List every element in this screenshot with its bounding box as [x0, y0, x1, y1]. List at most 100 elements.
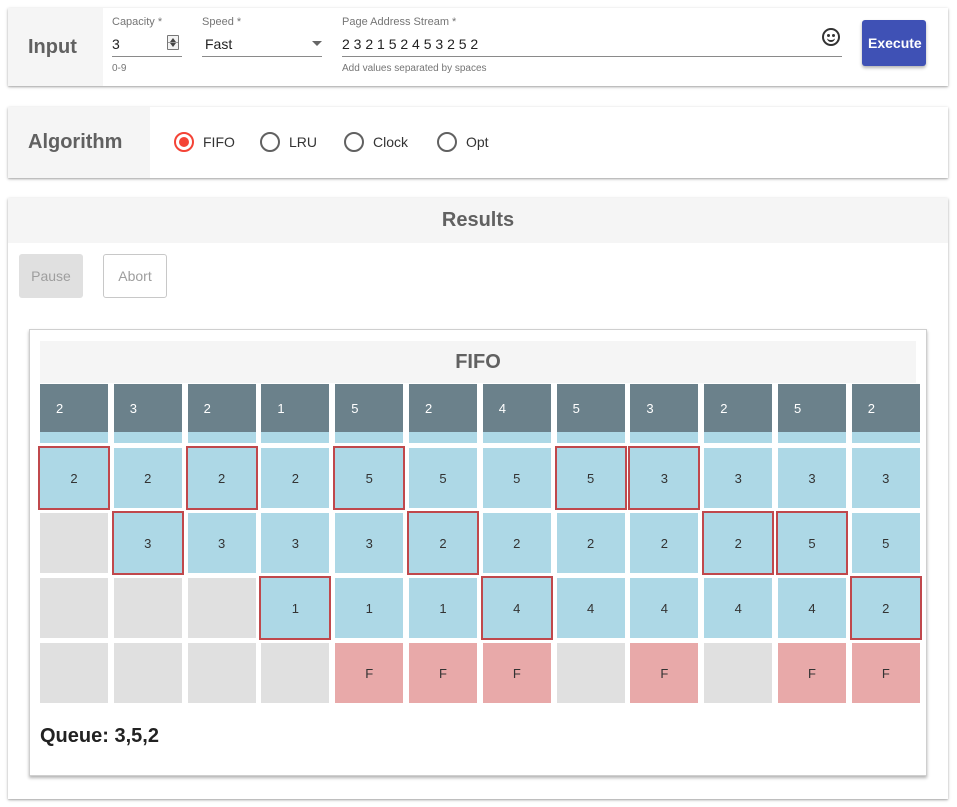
frame-cell-highlighted: 2 [702, 511, 775, 575]
abort-button[interactable]: Abort [103, 254, 167, 298]
frame-cell: 1 [409, 578, 477, 638]
frame-cell: 2 [556, 513, 625, 573]
frame-cell-highlighted: 1 [259, 576, 332, 640]
frame-cell: 3 [335, 513, 404, 573]
algorithm-panel: Algorithm FIFO LRU Clock Opt [8, 107, 948, 178]
radio-checked-icon[interactable] [174, 132, 194, 152]
frame-cell-highlighted: 3 [628, 446, 701, 510]
header-strip [778, 432, 846, 443]
page-fault-cell: F [851, 643, 920, 703]
header-strip [261, 432, 330, 443]
header-strip [40, 432, 108, 443]
frame-cell-empty [187, 578, 256, 638]
stream-header-cell: 4 [482, 384, 551, 432]
input-title: Input [8, 8, 103, 86]
radio-label: Clock [373, 134, 409, 150]
radio-fifo[interactable]: FIFO [174, 132, 235, 152]
frame-cell-highlighted: 5 [554, 446, 627, 510]
frame-cell: 4 [556, 578, 625, 638]
frame-cell-highlighted: 2 [849, 576, 922, 640]
stream-header-cell: 3 [113, 384, 182, 432]
execute-button[interactable]: Execute [862, 20, 926, 66]
frame-cell: 4 [630, 578, 699, 638]
frame-cell: 3 [851, 448, 920, 508]
header-strip [187, 432, 256, 443]
radio-unchecked-icon[interactable] [344, 132, 364, 152]
capacity-input[interactable]: 3 [112, 36, 120, 52]
header-strip [704, 432, 773, 443]
page-fault-cell: F [482, 643, 551, 703]
frame-cell: 4 [704, 578, 773, 638]
frame-cell-highlighted: 2 [407, 511, 479, 575]
radio-unchecked-icon[interactable] [260, 132, 280, 152]
frame-cell-empty [40, 578, 108, 638]
header-strip [556, 432, 625, 443]
chevron-down-icon[interactable] [312, 41, 322, 46]
no-fault-cell [187, 643, 256, 703]
header-strip [482, 432, 551, 443]
pause-button[interactable]: Pause [19, 254, 83, 298]
frame-cell: 2 [261, 448, 330, 508]
radio-label: Opt [466, 134, 489, 150]
frame-cell: 3 [187, 513, 256, 573]
stream-header-cell: 2 [704, 384, 773, 432]
frame-cell: 2 [113, 448, 182, 508]
capacity-underline [112, 56, 182, 57]
emoji-icon[interactable] [822, 28, 840, 46]
page-fault-cell: F [778, 643, 846, 703]
page-fault-cell: F [409, 643, 477, 703]
capacity-spinner[interactable] [167, 35, 179, 50]
radio-clock[interactable]: Clock [344, 132, 408, 152]
frame-cell: 5 [482, 448, 551, 508]
stream-header-cell: 2 [187, 384, 256, 432]
emoji-eye-left [827, 34, 830, 37]
results-title: Results [8, 198, 948, 243]
speed-underline [202, 56, 322, 57]
radio-label: FIFO [203, 134, 235, 150]
no-fault-cell [261, 643, 330, 703]
header-strip [851, 432, 920, 443]
algorithm-title: Algorithm [8, 107, 150, 178]
frame-cell-empty [113, 578, 182, 638]
stream-label: Page Address Stream * [342, 16, 457, 28]
capacity-label: Capacity * [112, 16, 163, 28]
frame-cell: 5 [851, 513, 920, 573]
spin-up-icon[interactable] [170, 38, 176, 42]
header-strip [335, 432, 404, 443]
frame-cell: 3 [704, 448, 773, 508]
frame-cell-highlighted: 5 [776, 511, 848, 575]
radio-lru[interactable]: LRU [260, 132, 317, 152]
stream-header-cell: 3 [630, 384, 699, 432]
radio-opt[interactable]: Opt [437, 132, 489, 152]
input-panel: Input Capacity * 3 0-9 Speed * Fast Page… [8, 8, 948, 86]
frame-cell: 4 [778, 578, 846, 638]
frame-cell-highlighted: 5 [333, 446, 406, 510]
frame-cell-highlighted: 3 [111, 511, 184, 575]
stream-header-cell: 5 [556, 384, 625, 432]
frame-cell-empty [40, 513, 108, 573]
frame-cell: 2 [482, 513, 551, 573]
speed-select[interactable]: Fast [205, 36, 233, 52]
stream-header-cell: 2 [40, 384, 108, 432]
spin-down-icon[interactable] [170, 43, 176, 47]
frame-cell-highlighted: 4 [480, 576, 553, 640]
frame-cell-highlighted: 2 [185, 446, 258, 510]
frame-cell: 2 [630, 513, 699, 573]
no-fault-cell [113, 643, 182, 703]
radio-label: LRU [289, 134, 318, 150]
page-fault-cell: F [630, 643, 699, 703]
capacity-helper: 0-9 [112, 63, 127, 74]
radio-unchecked-icon[interactable] [437, 132, 457, 152]
no-fault-cell [40, 643, 108, 703]
emoji-mouth [827, 37, 835, 42]
no-fault-cell [704, 643, 773, 703]
frame-cell: 3 [778, 448, 846, 508]
queue-label: Queue: 3,5,2 [40, 725, 159, 747]
header-strip [409, 432, 477, 443]
stream-header-cell: 1 [261, 384, 330, 432]
stream-header-cell: 2 [409, 384, 477, 432]
stream-helper: Add values separated by spaces [342, 63, 487, 74]
stream-input[interactable]: 2 3 2 1 5 2 4 5 3 2 5 2 [342, 36, 479, 52]
